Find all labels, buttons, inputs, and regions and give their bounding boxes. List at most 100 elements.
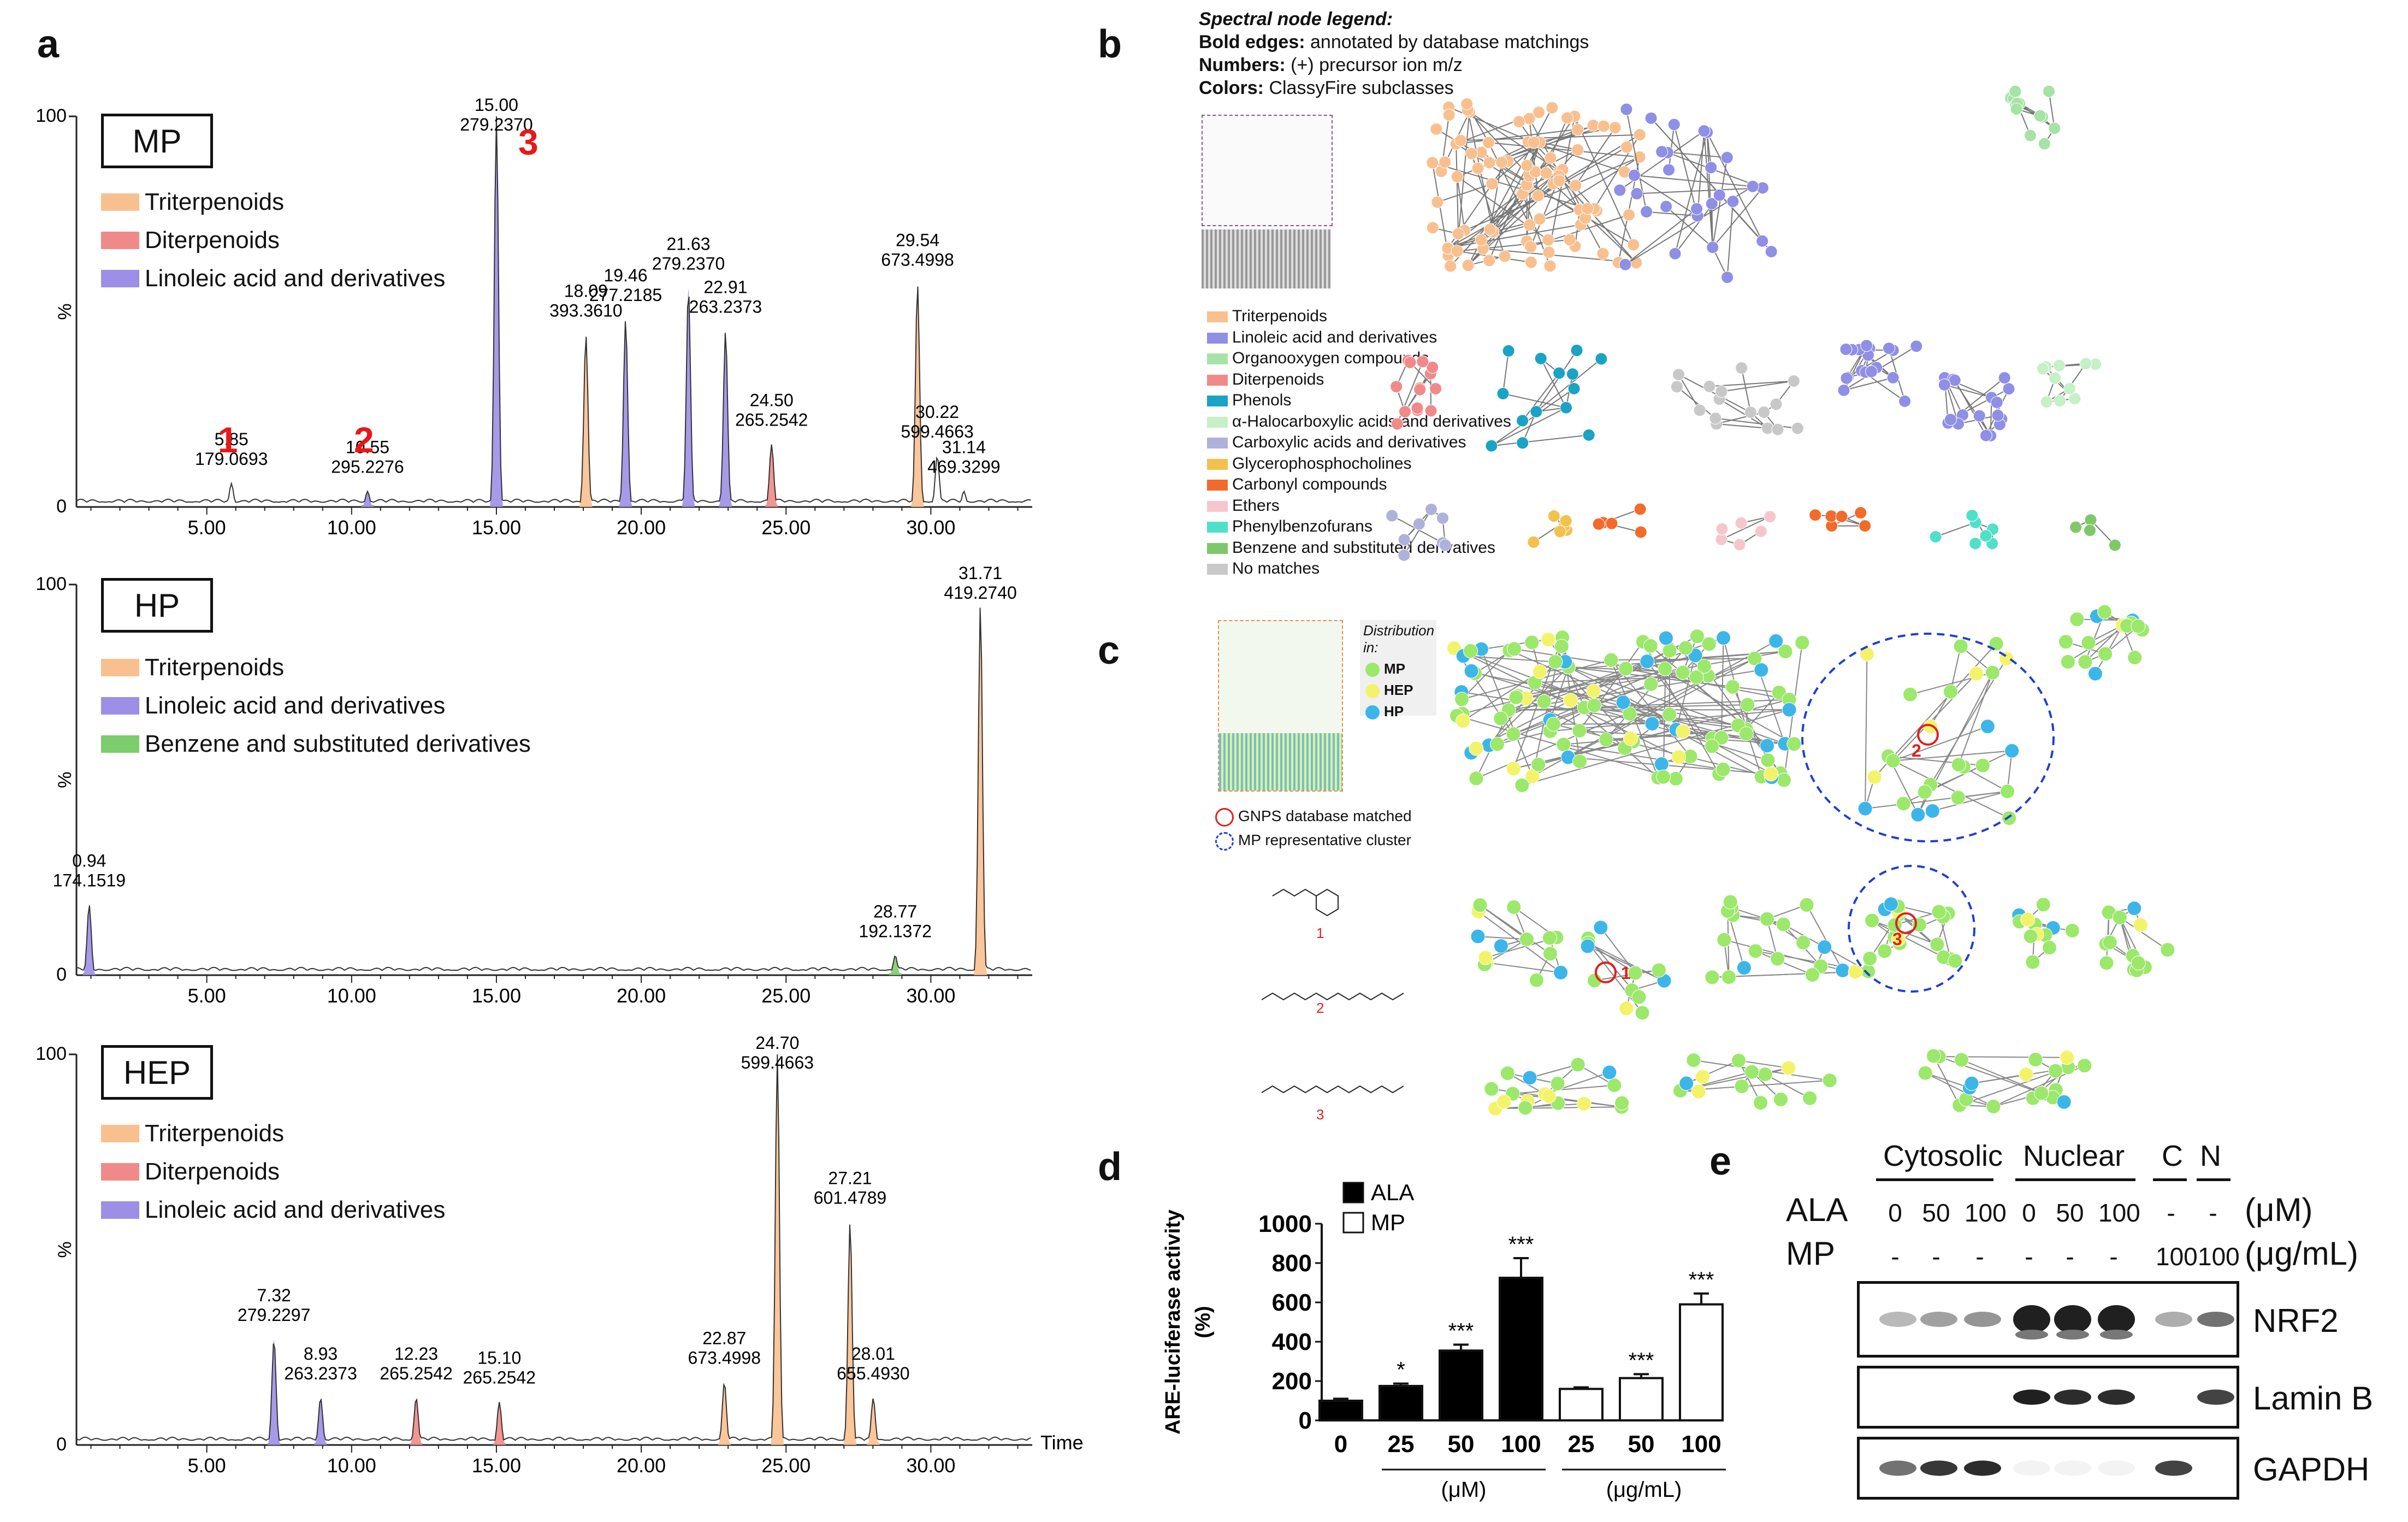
network-node — [1654, 757, 1669, 772]
network-node — [1804, 967, 1820, 982]
network-node — [1678, 640, 1693, 656]
network-node — [1886, 371, 1900, 384]
panel-label-a: a — [37, 22, 60, 66]
peak-label-mz: 469.3299 — [927, 457, 1000, 476]
network-edge — [1568, 757, 1771, 775]
peak-label-mz: 601.4789 — [814, 1188, 886, 1207]
network-node — [1580, 939, 1595, 954]
structure-1-bonds — [1272, 888, 1339, 917]
network-node — [1548, 654, 1563, 670]
network-node — [1705, 197, 1718, 210]
network-edge — [1673, 124, 1699, 216]
network-edge — [1646, 211, 1698, 217]
network-edge — [1522, 373, 1560, 421]
network-node — [1786, 736, 1802, 752]
peak-label-time: 10.55 — [346, 437, 389, 457]
network-edge — [1432, 162, 1588, 209]
network-node — [1426, 221, 1439, 234]
network-node — [1599, 732, 1614, 747]
network-node — [1527, 535, 1540, 548]
network-edge — [1806, 904, 1843, 971]
network-node — [1658, 661, 1673, 676]
peak-label-mz: 279.2370 — [460, 115, 533, 134]
legend-desc: ClassyFire subclasses — [1264, 78, 1454, 98]
network-node — [1630, 187, 1643, 200]
network-edge — [1706, 132, 1763, 241]
network-node — [1482, 136, 1495, 149]
network-edge — [1488, 666, 1569, 746]
blot-nrf2 — [1857, 1281, 2239, 1358]
blot-band — [2098, 1305, 2135, 1334]
network-node — [1478, 950, 1493, 965]
network-node — [1891, 931, 1906, 947]
network-node — [1553, 965, 1569, 980]
network-edge — [1437, 183, 1493, 203]
dot-icon — [1365, 663, 1380, 677]
sample-label: MP — [132, 122, 182, 160]
network-node — [2028, 1052, 2043, 1067]
distribution-title: Distribution in: — [1363, 622, 1435, 656]
lane-value: - — [2066, 1242, 2074, 1271]
network-edge — [1475, 672, 1738, 726]
x-tick-label: 25.00 — [761, 1454, 810, 1477]
peak-label-mz: 265.2542 — [735, 410, 808, 430]
network-node — [1542, 246, 1555, 259]
network-node — [1516, 436, 1529, 450]
peak-label-time: 18.09 — [564, 281, 608, 300]
x-tick-label: 15.00 — [472, 984, 521, 1007]
network-node — [1398, 533, 1411, 546]
class-legend-item: Phenylbenzofurans — [1207, 516, 1511, 538]
gnps-match-circle — [1895, 912, 1917, 934]
network-thumbnail — [1202, 115, 1333, 290]
x-tick-label: 25.00 — [761, 516, 810, 539]
blot-band — [2015, 1330, 2048, 1340]
structure-3-bonds — [1261, 1085, 1404, 1094]
blot-band — [1879, 1460, 1916, 1476]
sample-box-hp: HP — [101, 578, 213, 633]
network-node — [1943, 684, 1958, 699]
network-node — [1770, 951, 1785, 966]
bar — [1619, 1377, 1664, 1422]
network-edge — [1865, 654, 1868, 809]
dot-icon — [1365, 684, 1380, 699]
network-node — [1918, 1065, 1933, 1081]
network-edge — [1512, 1084, 1614, 1094]
red-circle-icon — [1215, 807, 1234, 827]
distribution-legend: Distribution in: MP HEP HP — [1360, 620, 1436, 720]
class-label: Carboxylic acids and derivatives — [1232, 433, 1466, 451]
network-edge — [1703, 131, 1713, 247]
mp-cluster-outline — [1801, 633, 2055, 842]
network-node — [2004, 743, 2020, 758]
x-tick-label: 10.00 — [327, 516, 376, 539]
network-node — [2049, 371, 2062, 385]
network-node — [1398, 405, 1411, 418]
y-axis-label: ARE-luciferase activity — [1163, 1210, 1185, 1435]
legend-label: Diterpenoids — [145, 1158, 280, 1185]
peak-label-time: 5.85 — [215, 429, 249, 449]
blot-band — [2098, 1460, 2135, 1476]
network-node — [1543, 259, 1557, 273]
network-node — [1554, 639, 1569, 654]
network-edge — [1549, 666, 1569, 721]
distribution-label: MP — [1384, 660, 1405, 677]
lane-value: 50 — [2056, 1199, 2084, 1227]
network-edge — [1958, 791, 2008, 799]
network-node — [2063, 382, 2076, 395]
network-node — [1809, 509, 1822, 522]
x-tick-label: 100 — [1681, 1431, 1721, 1458]
network-node — [1969, 666, 1984, 681]
network-node — [1498, 250, 1511, 263]
network-node — [1571, 143, 1584, 156]
legend-hp: Triterpenoids Linoleic acid and derivati… — [101, 648, 531, 763]
network-node — [1493, 711, 1508, 726]
network-node — [1426, 361, 1439, 374]
network-node — [1910, 807, 1926, 822]
class-legend-item: Triterpenoids — [1207, 306, 1511, 327]
network-node — [1693, 404, 1706, 417]
network-node — [1592, 517, 1605, 530]
peak-label-time: 30.22 — [915, 402, 959, 422]
network-node — [2023, 929, 2038, 944]
legend-swatch — [1342, 1182, 1364, 1204]
